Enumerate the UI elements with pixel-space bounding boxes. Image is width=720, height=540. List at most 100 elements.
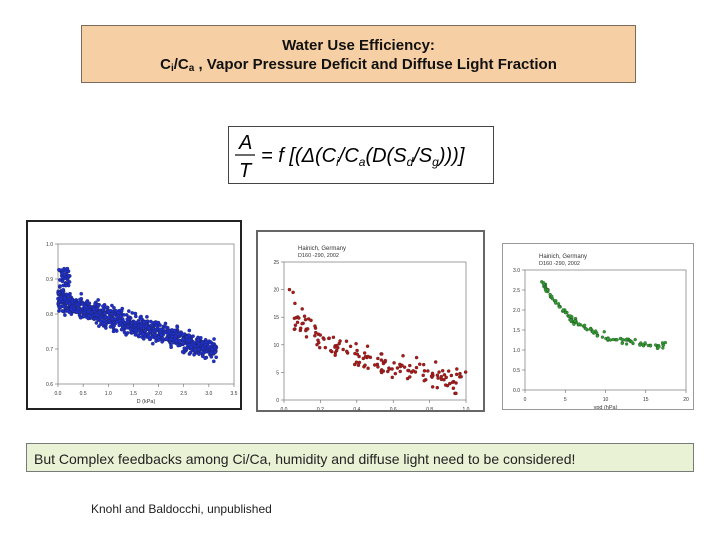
data-point [187,338,191,343]
data-point [568,314,572,318]
chart-title: Hainich, Germany [539,254,587,260]
data-point [398,369,402,374]
data-point [292,327,297,332]
data-point [600,335,605,339]
data-point [82,314,86,319]
data-point [65,266,70,271]
data-point [315,342,319,347]
data-point [130,311,135,315]
data-point [196,347,201,352]
data-point [103,311,107,316]
data-point [293,323,298,327]
eq-numerator: A [238,132,252,154]
data-point [124,313,129,317]
data-point [583,323,587,327]
data-point [401,354,405,358]
data-point [122,330,127,335]
data-point [75,302,80,307]
data-point [418,362,422,366]
data-point [141,337,146,341]
data-point [94,312,98,317]
data-point [408,363,412,368]
data-point [74,309,79,314]
data-point [381,361,386,366]
data-point [588,327,592,331]
data-point [79,291,84,296]
data-point [390,375,395,380]
x-tick-label: 3.5 [231,391,238,397]
plot-area [524,269,687,391]
data-point [454,381,458,385]
data-point [414,355,419,360]
data-point [291,290,295,295]
data-point [445,383,450,388]
data-point [61,288,66,292]
data-point [336,346,340,350]
data-point [112,323,116,328]
data-point [584,327,588,331]
data-point [86,309,91,314]
data-point [297,316,301,320]
data-point [60,309,65,313]
x-tick-label: 0.4 [353,407,360,410]
data-point [125,317,130,322]
data-point [451,386,456,390]
data-point [58,278,62,282]
data-point [361,356,366,361]
chart-panel-vpd-green: 0 5 10 15 20 0.0 0.5 1.0 1.5 2.0 2.5 3.0 vpd (hPa) Ha… [502,243,694,410]
data-point [661,346,665,350]
data-point [189,345,193,349]
data-point [422,369,427,373]
data-point [78,315,83,320]
data-point [200,346,205,351]
data-point [118,314,123,319]
y-tick-label: 0.8 [46,312,53,318]
data-point [436,376,440,380]
data-point [69,307,74,312]
data-point [366,366,370,371]
data-point [454,372,459,377]
chart-panel-diffuse: 0.00.20.40.60.81.00510152025Diffuse/Tota… [256,230,485,412]
data-point [426,369,430,373]
data-point [145,315,149,319]
x-tick-label: 1.5 [130,391,137,397]
data-point [591,330,595,334]
data-point [101,304,105,308]
data-point [606,337,610,341]
data-point [355,348,359,353]
data-point [348,344,353,349]
eq-rhs: = f [(Δ(Ci/Ca(D(Sd/Sg)))] [261,145,465,169]
data-point [421,362,426,367]
data-point [302,314,307,319]
data-point [57,267,61,272]
chart-title: Hainich, Germany [298,246,346,252]
data-point [327,336,331,340]
x-tick-label: 20 [683,397,689,403]
data-point [67,273,72,278]
data-point [376,356,380,361]
data-point [338,339,342,343]
data-point [317,345,322,350]
data-point [116,310,121,315]
data-point [86,301,91,306]
data-point [648,344,653,348]
data-point [356,363,361,367]
data-point [556,302,561,306]
data-point [345,349,349,354]
data-point [292,316,297,321]
y-tick-label: 20 [273,288,279,294]
data-point [104,326,108,330]
y-tick-label: 0.9 [46,277,53,283]
y-tick-label: 15 [273,315,279,321]
data-point [329,348,333,353]
x-tick-label: 0.6 [390,407,397,410]
data-point [152,328,157,333]
data-point [459,374,463,379]
data-point [353,362,357,367]
data-point [398,364,403,369]
data-point [203,343,208,347]
data-point [402,365,407,369]
data-point [638,343,642,347]
data-point [139,324,143,328]
chart-diffuse-fraction: 0.00.20.40.60.81.00510152025Diffuse/Tota… [273,246,469,410]
